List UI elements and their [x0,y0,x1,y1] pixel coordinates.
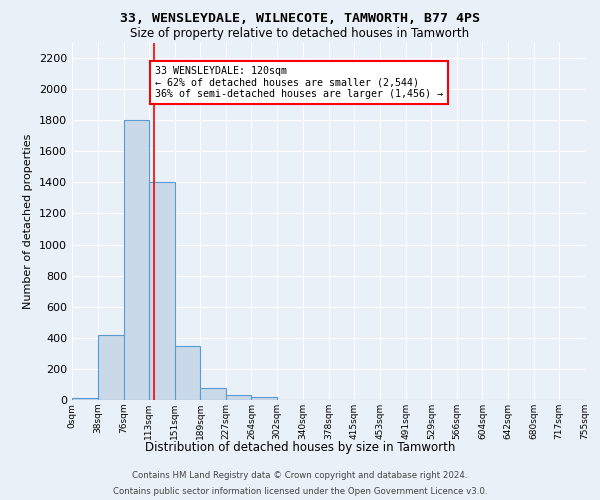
Bar [251,397,277,400]
Bar [72,398,98,400]
Bar [149,182,175,400]
Text: Contains HM Land Registry data © Crown copyright and database right 2024.: Contains HM Land Registry data © Crown c… [132,472,468,480]
Bar [98,334,124,400]
Y-axis label: Number of detached properties: Number of detached properties [23,134,34,309]
Bar [226,396,251,400]
Text: 33, WENSLEYDALE, WILNECOTE, TAMWORTH, B77 4PS: 33, WENSLEYDALE, WILNECOTE, TAMWORTH, B7… [120,12,480,26]
Bar [200,388,226,400]
Bar [175,346,200,400]
Text: Contains public sector information licensed under the Open Government Licence v3: Contains public sector information licen… [113,486,487,496]
Bar [124,120,149,400]
Text: 33 WENSLEYDALE: 120sqm
← 62% of detached houses are smaller (2,544)
36% of semi-: 33 WENSLEYDALE: 120sqm ← 62% of detached… [155,66,443,99]
Text: Distribution of detached houses by size in Tamworth: Distribution of detached houses by size … [145,441,455,454]
Text: Size of property relative to detached houses in Tamworth: Size of property relative to detached ho… [130,28,470,40]
